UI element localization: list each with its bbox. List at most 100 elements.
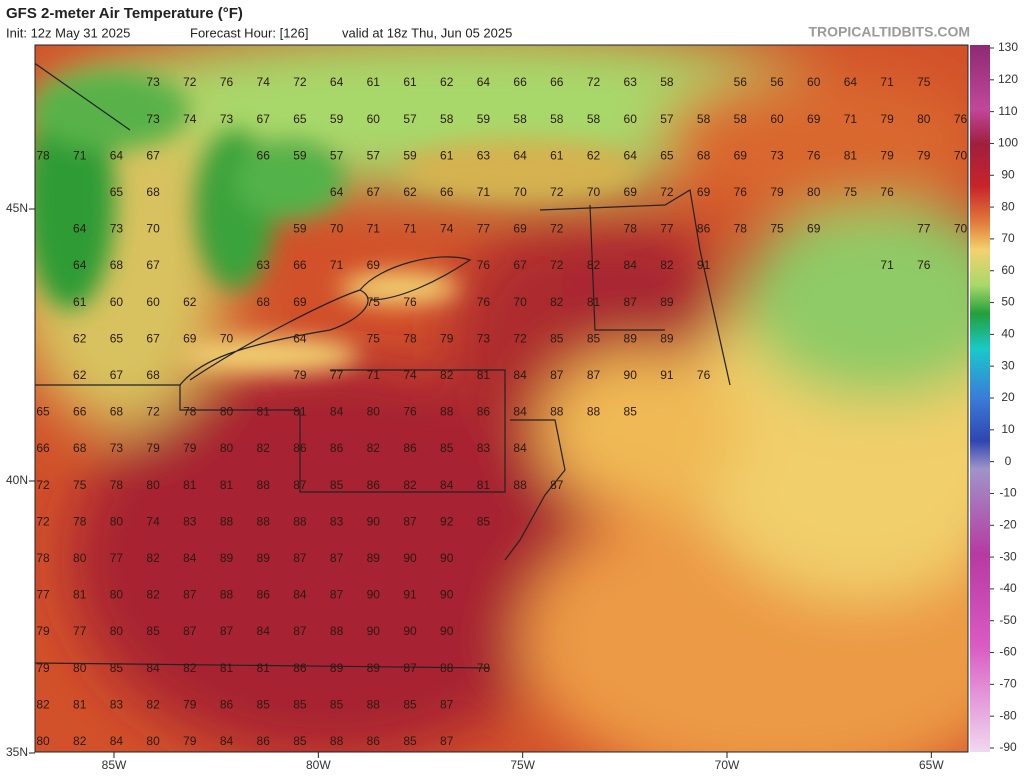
station-temperature: 81	[844, 148, 858, 162]
station-temperature: 69	[183, 331, 197, 345]
station-temperature: 85	[477, 514, 491, 528]
station-temperature: 67	[110, 368, 124, 382]
station-temperature: 92	[440, 514, 454, 528]
station-temperature: 78	[110, 478, 124, 492]
colorbar-tick-label: 60	[1001, 263, 1015, 277]
station-temperature: 84	[110, 734, 124, 748]
station-temperature: 69	[367, 258, 381, 272]
colorbar-tick-label: -70	[999, 677, 1017, 691]
station-temperature: 71	[844, 112, 858, 126]
station-temperature: 80	[110, 624, 124, 638]
station-temperature: 86	[367, 734, 381, 748]
station-temperature: 87	[440, 697, 454, 711]
station-temperature: 68	[146, 185, 160, 199]
station-temperature: 72	[587, 75, 601, 89]
station-temperature: 66	[293, 258, 307, 272]
station-temperature: 90	[624, 368, 638, 382]
station-temperature: 72	[660, 185, 674, 199]
station-temperature: 88	[440, 661, 454, 675]
station-temperature: 85	[293, 734, 307, 748]
lon-tick-label: 85W	[102, 758, 127, 772]
station-temperature: 59	[330, 112, 344, 126]
station-temperature: 58	[660, 75, 674, 89]
station-temperature: 81	[477, 368, 491, 382]
colorbar-tick-label: 100	[998, 136, 1018, 150]
station-temperature: 59	[293, 148, 307, 162]
station-temperature: 84	[440, 478, 454, 492]
station-temperature: 68	[110, 258, 124, 272]
station-temperature: 87	[220, 624, 234, 638]
station-temperature: 90	[440, 588, 454, 602]
station-temperature: 77	[477, 222, 491, 236]
station-temperature: 79	[146, 441, 160, 455]
station-temperature: 88	[220, 514, 234, 528]
station-temperature: 61	[550, 148, 564, 162]
station-temperature: 84	[513, 441, 527, 455]
station-temperature: 67	[146, 331, 160, 345]
station-temperature: 89	[220, 551, 234, 565]
station-temperature: 71	[880, 258, 894, 272]
station-temperature: 80	[110, 588, 124, 602]
station-temperature: 64	[110, 148, 124, 162]
station-temperature: 88	[330, 624, 344, 638]
station-temperature: 72	[183, 75, 197, 89]
station-temperature: 84	[220, 734, 234, 748]
station-temperature: 85	[330, 478, 344, 492]
station-temperature: 85	[257, 697, 271, 711]
station-temperature: 65	[36, 405, 50, 419]
station-temperature: 80	[146, 734, 160, 748]
station-temperature: 71	[477, 185, 491, 199]
station-temperature: 69	[807, 222, 821, 236]
station-temperature: 81	[587, 295, 601, 309]
station-temperature: 90	[367, 514, 381, 528]
station-temperature: 80	[367, 405, 381, 419]
station-temperature: 79	[36, 624, 50, 638]
station-temperature: 68	[257, 295, 271, 309]
station-temperature: 88	[257, 514, 271, 528]
station-temperature: 63	[477, 148, 491, 162]
station-temperature: 79	[440, 331, 454, 345]
station-temperature: 80	[917, 112, 931, 126]
station-temperature: 79	[36, 661, 50, 675]
station-temperature: 77	[917, 222, 931, 236]
station-temperature: 76	[734, 185, 748, 199]
station-temperature: 66	[257, 148, 271, 162]
station-temperature: 76	[403, 295, 417, 309]
station-temperature: 88	[550, 405, 564, 419]
station-temperature: 77	[660, 222, 674, 236]
lon-tick-label: 70W	[715, 758, 740, 772]
lon-tick-label: 65W	[919, 758, 944, 772]
station-temperature: 64	[293, 331, 307, 345]
station-temperature: 82	[587, 258, 601, 272]
station-temperature: 82	[660, 258, 674, 272]
station-temperature: 59	[477, 112, 491, 126]
station-temperature: 67	[367, 185, 381, 199]
station-temperature: 69	[734, 148, 748, 162]
station-temperature: 69	[807, 112, 821, 126]
station-temperature: 72	[36, 514, 50, 528]
station-temperature: 83	[477, 441, 491, 455]
station-temperature: 89	[257, 551, 271, 565]
station-temperature: 61	[367, 75, 381, 89]
station-temperature: 78	[36, 148, 50, 162]
station-temperature: 80	[807, 185, 821, 199]
station-temperature: 91	[697, 258, 711, 272]
station-temperature: 74	[146, 514, 160, 528]
station-temperature: 85	[146, 624, 160, 638]
station-temperature: 89	[660, 331, 674, 345]
station-temperature: 83	[183, 514, 197, 528]
station-temperature: 76	[477, 258, 491, 272]
station-temperature: 87	[293, 551, 307, 565]
station-temperature: 87	[403, 661, 417, 675]
station-temperature: 81	[220, 478, 234, 492]
station-temperature: 69	[697, 185, 711, 199]
station-temperature: 60	[624, 112, 638, 126]
station-temperature: 72	[550, 258, 564, 272]
colorbar-tick-label: 120	[998, 72, 1018, 86]
station-temperature: 72	[36, 478, 50, 492]
station-temperature: 70	[587, 185, 601, 199]
station-temperature: 82	[146, 588, 160, 602]
station-temperature: 73	[146, 75, 160, 89]
station-temperature: 82	[183, 661, 197, 675]
station-temperature: 87	[550, 368, 564, 382]
